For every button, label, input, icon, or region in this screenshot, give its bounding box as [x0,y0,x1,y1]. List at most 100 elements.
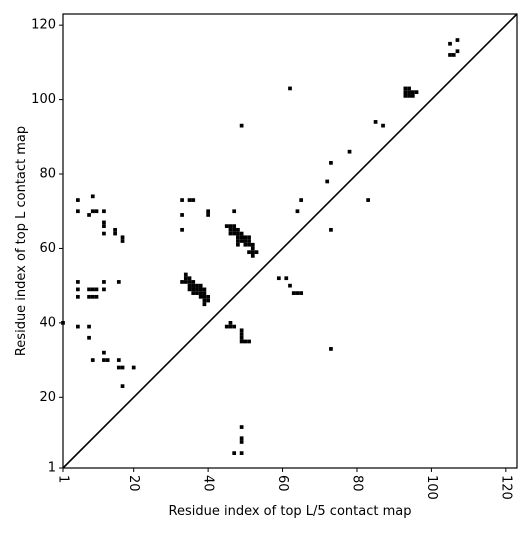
contact-point [120,384,125,388]
contact-point [239,332,244,336]
contact-point [90,294,95,299]
contact-point [224,224,229,228]
contact-point [228,224,233,228]
marks-layer [61,38,460,455]
contact-point [455,38,460,42]
contact-point [291,291,296,295]
contact-point [407,90,411,95]
contact-point [250,246,255,251]
contact-point [90,287,95,292]
contact-point [295,209,300,214]
contact-point [76,209,80,214]
contact-point [239,339,244,344]
contact-point [90,194,95,199]
contact-point [206,213,210,217]
contact-point [183,280,188,284]
contact-point [202,291,207,295]
contact-point [247,235,251,240]
contact-point [191,283,196,288]
contact-point [94,287,99,292]
contact-point [94,209,99,214]
contact-point [254,250,259,255]
contact-point [180,227,184,232]
y-tick-label: 40 [39,315,56,330]
contact-point [94,294,99,299]
contact-point [448,53,452,57]
contact-point [381,123,385,128]
contact-point [239,123,244,128]
contact-point [202,302,207,307]
contact-point [239,239,244,243]
contact-point [187,280,192,284]
contact-point [180,198,184,202]
contact-point [239,451,244,455]
contact-point [76,280,80,284]
contact-point [236,242,240,247]
contact-point [247,239,251,243]
contact-point [232,231,237,236]
contact-point [202,298,207,303]
contact-point [239,440,244,444]
contact-point [105,358,110,362]
contact-point [232,224,237,228]
contact-point [247,250,251,255]
y-tick-label: 80 [39,167,56,182]
contact-point [120,239,125,243]
contact-point [102,287,106,292]
contact-point [187,283,192,288]
contact-point [347,149,352,154]
contact-point [76,287,80,292]
contact-point [236,227,240,232]
contact-point [299,291,304,295]
contact-point [102,350,106,355]
contact-point [87,294,91,299]
contact-point [407,94,411,98]
contact-point [224,324,229,329]
contact-point [448,41,452,46]
contact-point [113,231,117,236]
x-tick-label: 120 [498,475,513,500]
x-tick-label: 60 [275,475,290,492]
contact-point [232,451,237,455]
contact-point [116,358,121,362]
contact-point [198,283,203,288]
contact-point [191,198,196,202]
contact-point [325,179,330,184]
contact-point [247,339,251,344]
contact-point [403,90,408,95]
contact-point [250,242,255,247]
contact-point [183,272,188,277]
contact-point [187,287,192,292]
contact-point [206,209,210,214]
contact-point [228,227,233,232]
y-tick-label: 100 [31,92,56,107]
contact-point [288,86,292,91]
contact-point [198,291,203,295]
contact-point [250,250,255,255]
x-tick-label: 40 [201,475,216,492]
contact-point [366,198,371,202]
contact-point [236,235,240,240]
contact-point [228,231,233,236]
contact-point [239,436,244,441]
x-tick-label: 20 [126,475,141,492]
contact-point [228,321,233,325]
y-axis-label: Residue index of top L contact map [14,126,29,356]
contact-point [239,231,244,236]
contact-point [102,231,106,236]
contact-point [247,242,251,247]
contact-point [113,227,117,232]
contact-point [187,198,192,202]
contact-point [410,94,415,98]
contact-point [102,220,106,225]
contact-point [180,213,184,217]
plot-frame [62,13,518,469]
contact-point [206,298,210,303]
contact-point [232,227,237,232]
contact-point [116,365,121,370]
diagonal-line [62,13,518,469]
contact-point [90,209,95,214]
contact-point [76,324,80,329]
contact-point [131,365,136,370]
